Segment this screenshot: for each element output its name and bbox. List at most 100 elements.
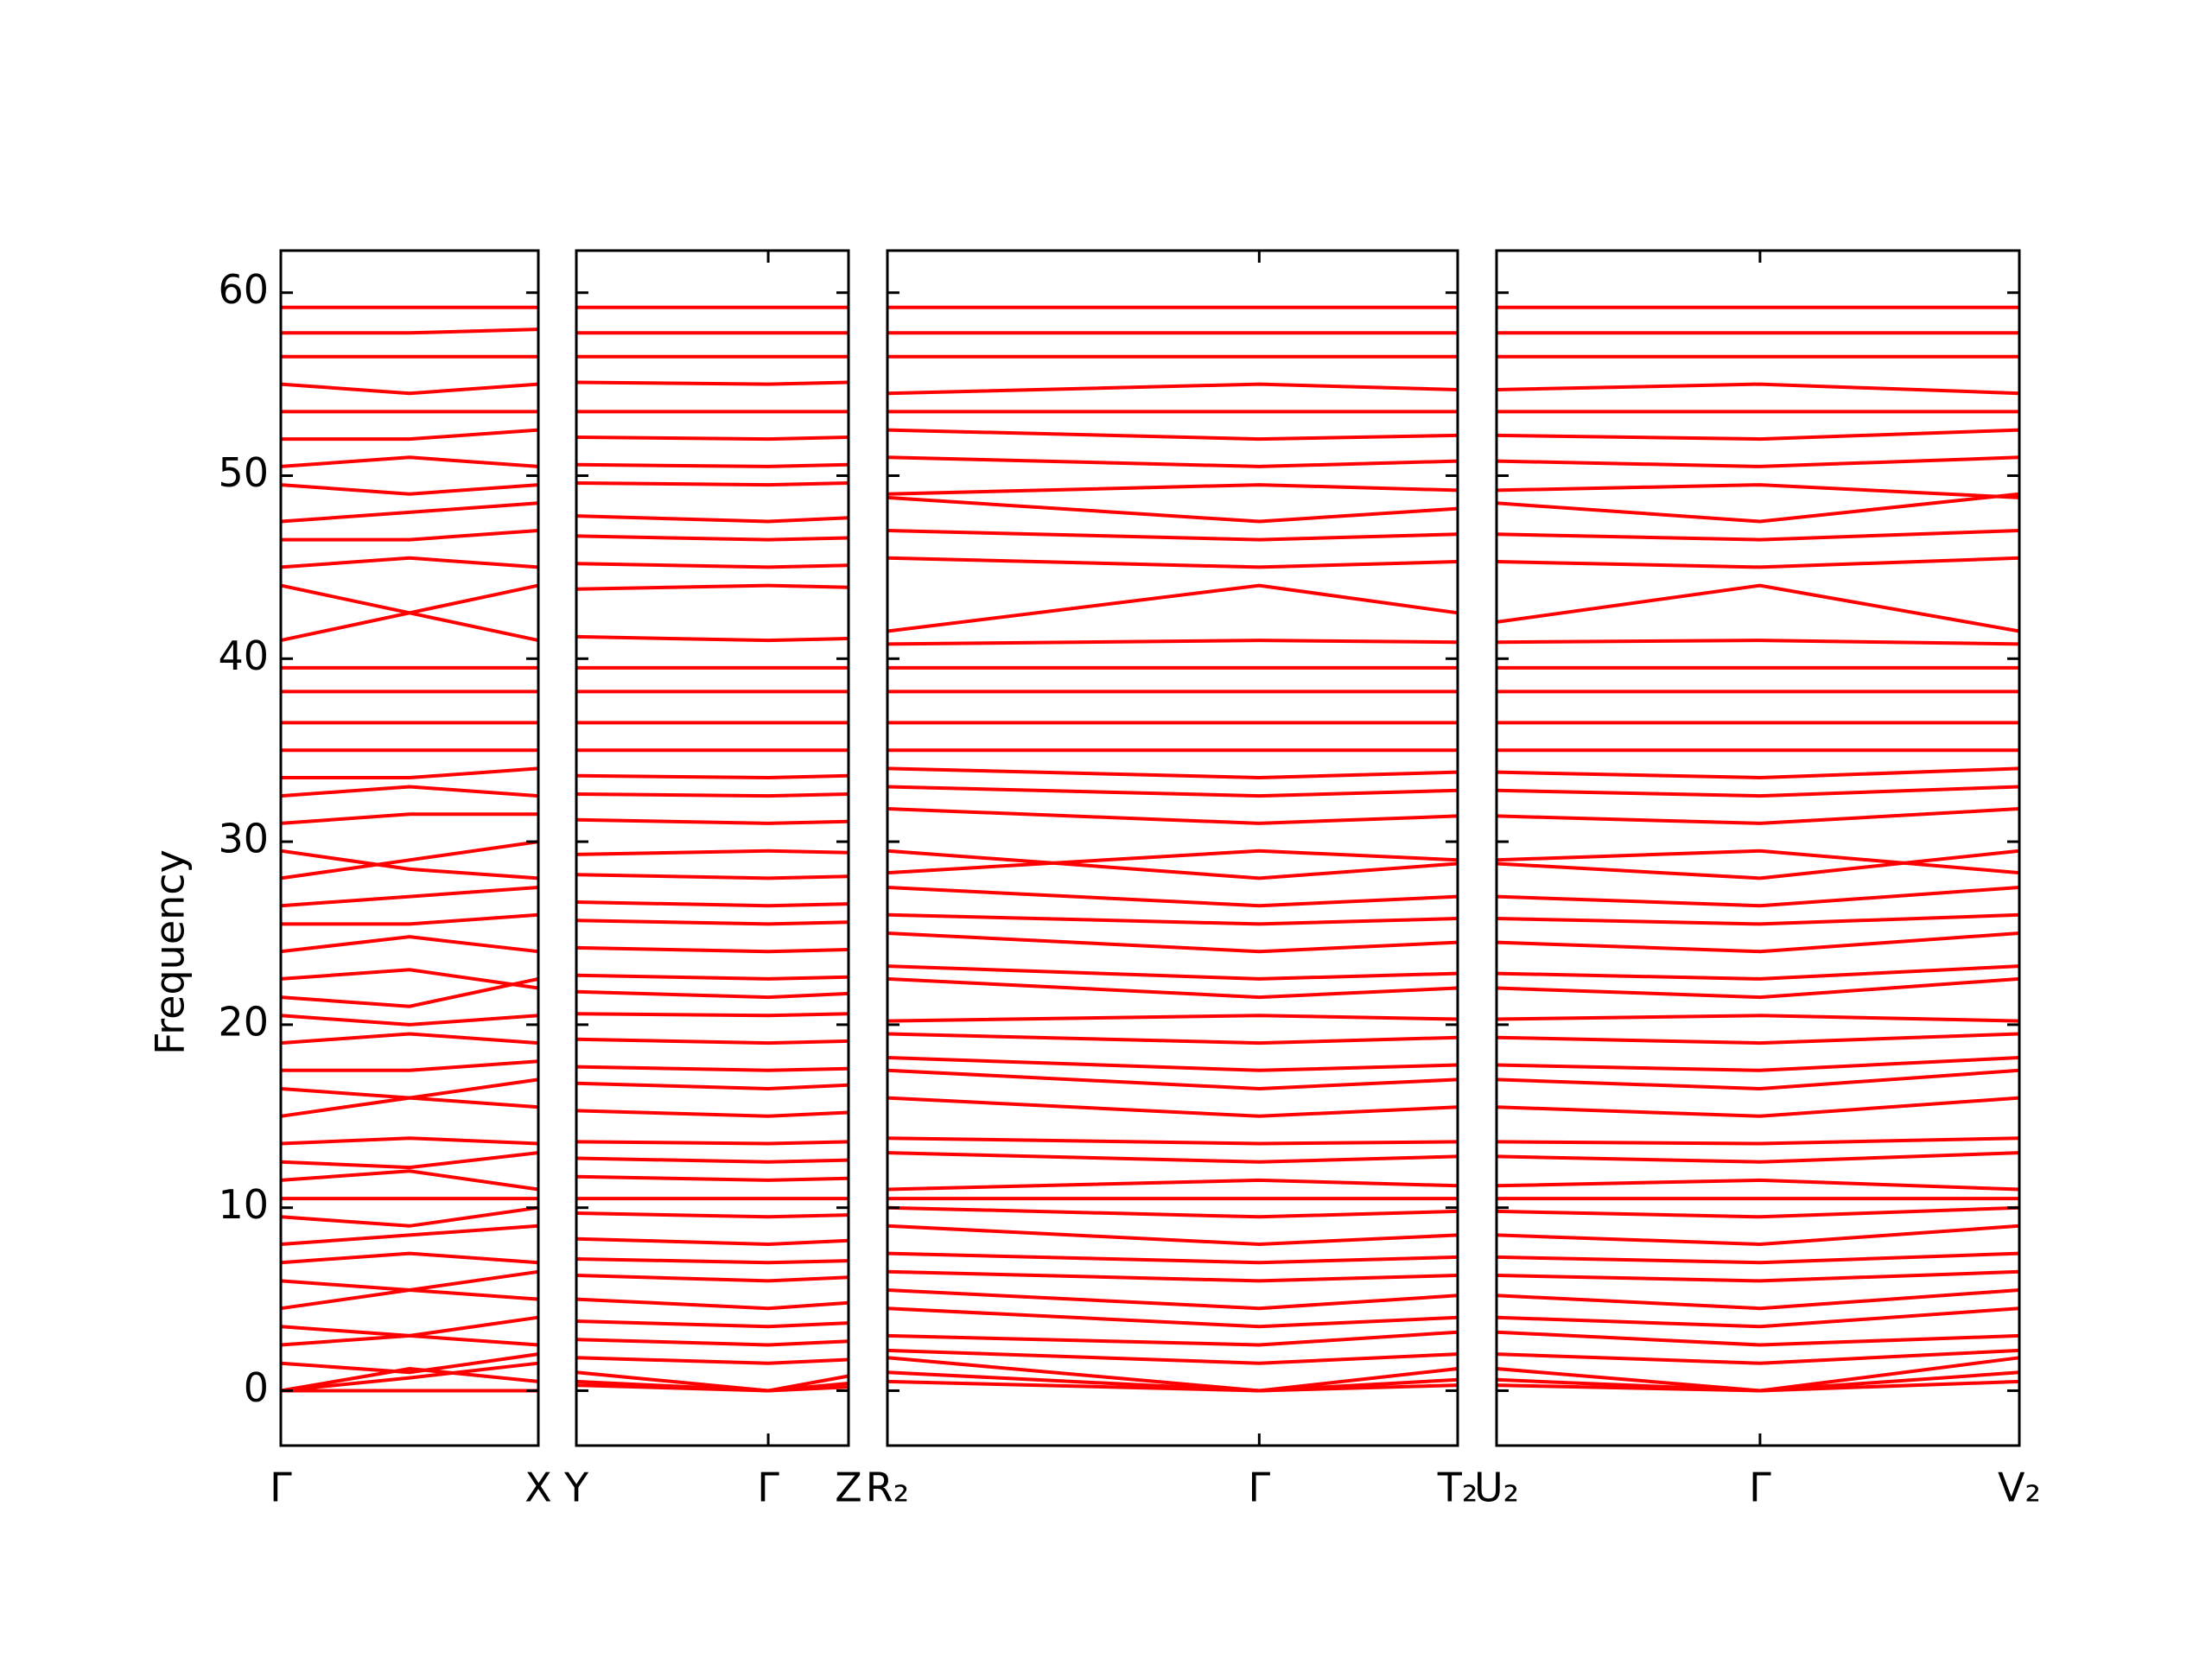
band-line: [1496, 1306, 2020, 1329]
band-line: [280, 1014, 539, 1027]
x-tick-label: V₂: [1998, 1465, 2041, 1511]
band-line: [281, 766, 539, 779]
panel-frame: [1495, 249, 2021, 1447]
band-line: [887, 1096, 1459, 1118]
band-line: [575, 1065, 849, 1072]
band-line: [1496, 849, 2020, 875]
band-line: [280, 1136, 539, 1146]
band-line: [887, 1178, 1459, 1192]
band-line: [887, 1370, 1459, 1393]
band-line: [887, 556, 1459, 569]
band-line: [1496, 556, 2020, 569]
band-line: [887, 849, 1459, 875]
band-line: [280, 1151, 539, 1170]
band-line: [280, 556, 539, 569]
panel-frame: [575, 249, 850, 1447]
band-line: [575, 562, 849, 569]
band-line: [280, 840, 539, 880]
band-line: [887, 428, 1459, 442]
band-line: [575, 481, 849, 487]
band-line: [887, 529, 1459, 542]
band-line: [1496, 912, 2020, 926]
band-line: [887, 964, 1459, 981]
band-line: [1496, 886, 2020, 908]
y-tick-label: 10: [218, 1181, 269, 1228]
band-line: [575, 1174, 849, 1182]
band-line: [887, 455, 1459, 468]
band-line: [281, 529, 539, 542]
band-line: [887, 886, 1459, 908]
band-line: [575, 900, 849, 908]
band-line: [1496, 1370, 2020, 1393]
band-line: [280, 1251, 539, 1265]
band-line: [280, 812, 538, 825]
band-line: [1496, 976, 2020, 1000]
band-line: [575, 1338, 849, 1347]
band-line: [1496, 1348, 2020, 1365]
band-line: [887, 785, 1459, 798]
band-line: [280, 1315, 539, 1338]
band-line: [281, 327, 539, 335]
band-line: [887, 382, 1459, 396]
band-line: [575, 945, 849, 954]
panel-bands: [280, 305, 539, 1393]
band-line: [1496, 1068, 2020, 1091]
band-line: [1496, 1096, 2020, 1118]
x-tick-label: Γ: [1749, 1465, 1771, 1511]
band-line: [575, 849, 849, 856]
band-line: [1496, 1269, 2020, 1283]
band-line: [575, 1109, 849, 1118]
band-line: [575, 1297, 849, 1311]
band-line: [887, 1205, 1459, 1219]
band-line: [280, 1096, 539, 1118]
x-tick-label: T₂: [1437, 1465, 1478, 1511]
band-line: [575, 1081, 849, 1091]
band-line: [1496, 1288, 2020, 1311]
band-line: [280, 583, 539, 643]
band-line: [575, 817, 849, 825]
band-line: [575, 792, 849, 798]
band-line: [1496, 428, 2020, 442]
band-line: [280, 1205, 539, 1228]
band-line: [1496, 766, 2020, 780]
y-tick-label: 20: [218, 998, 269, 1045]
band-line: [280, 382, 539, 396]
band-line: [1496, 1178, 2020, 1192]
band-line: [1496, 931, 2020, 954]
band-line: [1496, 849, 2020, 880]
band-line: [575, 1379, 849, 1393]
band-line: [887, 583, 1459, 633]
panel-bands: [1496, 305, 2020, 1393]
band-line: [887, 1056, 1459, 1072]
band-line: [1496, 1056, 2020, 1072]
band-line: [575, 634, 849, 643]
x-tick-label: Γ: [1248, 1465, 1270, 1511]
band-line: [1496, 964, 2020, 981]
band-line: [887, 639, 1459, 646]
y-tick-label: 40: [218, 632, 269, 679]
band-line: [280, 785, 539, 798]
band-line: [1496, 455, 2020, 468]
band-line: [280, 483, 539, 496]
band-line: [575, 380, 849, 386]
band-line: [887, 766, 1459, 780]
band-line: [575, 514, 849, 524]
band-line: [1496, 1151, 2020, 1164]
band-line: [575, 989, 849, 1000]
x-tick-label: Γ: [270, 1465, 292, 1511]
band-line: [887, 1306, 1459, 1329]
band-line: [1496, 382, 2020, 396]
x-tick-label: Γ: [757, 1465, 779, 1511]
band-line: [1496, 529, 2020, 542]
band-line: [1496, 1224, 2020, 1247]
band-line: [1496, 785, 2020, 798]
band-line: [280, 1366, 539, 1393]
band-line: [575, 773, 849, 780]
band-line: [280, 501, 539, 524]
band-line: [575, 1037, 849, 1046]
x-tick-label: X: [524, 1465, 552, 1511]
band-line: [280, 886, 539, 908]
band-line: [280, 968, 539, 990]
panel-frame: [886, 249, 1459, 1447]
